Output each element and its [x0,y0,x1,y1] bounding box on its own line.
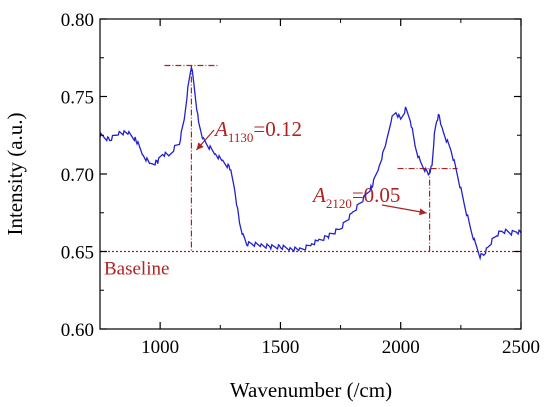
y-tick-label: 0.80 [61,10,94,31]
spectrum-line [99,65,522,261]
x-tick-label: 2000 [382,337,420,358]
y-tick-label: 0.65 [61,243,94,264]
plot-frame [99,18,522,330]
x-tick-label: 1500 [261,337,299,358]
y-tick-label: 0.70 [61,165,94,186]
annotation-arrowhead [196,142,204,150]
y-tick-label: 0.60 [61,320,94,341]
axis-group: 1000 1500 2000 2500 0.60 0.65 0.70 0.75 0.80 [61,10,540,358]
x-axis-title: Wavenumber (/cm) [230,378,392,402]
baseline-label: Baseline [104,259,169,280]
annotation-group: A1130=0.12 A2120=0.05 [164,64,458,252]
annotation-arrow [381,204,427,214]
baseline-group: Baseline [100,250,521,280]
y-axis-title: Intensity (a.u.) [3,112,27,235]
x-tick-label: 2500 [502,337,540,358]
peak-annotation-label: A2120=0.05 [311,183,400,211]
y-tick-label: 0.75 [61,88,94,109]
series-group [99,65,522,261]
peak-annotation-label: A1130=0.12 [213,117,302,145]
x-tick-label: 1000 [141,337,179,358]
annotation-arrowhead [419,208,427,216]
